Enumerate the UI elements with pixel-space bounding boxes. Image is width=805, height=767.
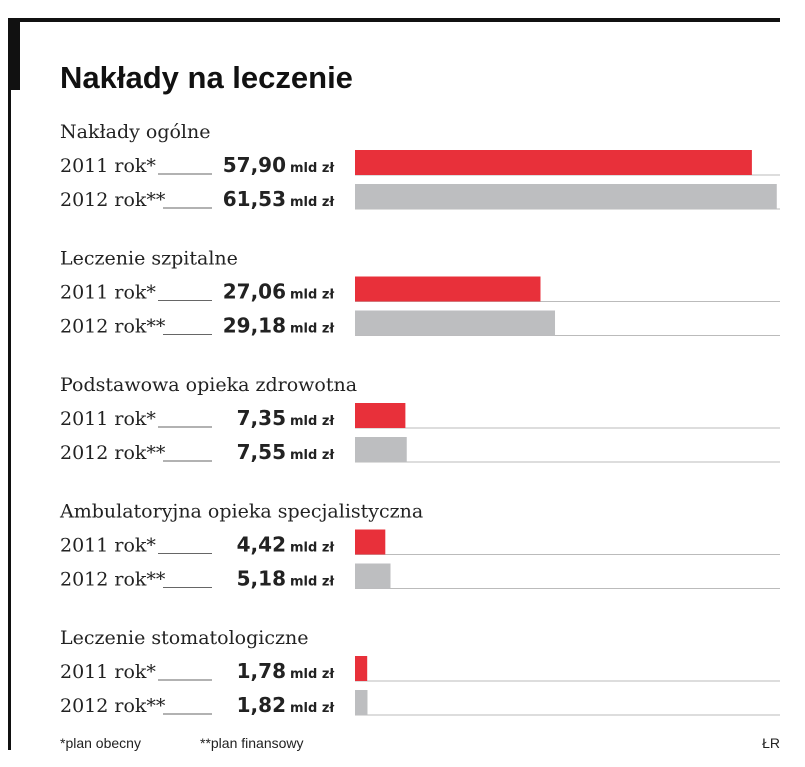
series-label: 2012 rok** <box>60 569 166 591</box>
unit-label: mld zł <box>290 195 335 210</box>
value-label: 29,18 <box>223 314 286 338</box>
series-label: 2012 rok** <box>60 189 166 211</box>
series-label: 2012 rok** <box>60 316 166 338</box>
series-label: 2011 rok* <box>60 408 156 430</box>
value-label: 4,42 <box>237 533 286 557</box>
bar <box>355 563 391 589</box>
bar <box>355 403 406 428</box>
footnote: *plan obecny <box>60 735 141 751</box>
unit-label: mld zł <box>290 541 335 556</box>
bar <box>355 310 556 336</box>
group-label: Ambulatoryjna opieka specjalistyczna <box>59 501 423 523</box>
bar <box>355 529 386 555</box>
bar <box>355 437 407 462</box>
bar <box>355 150 752 175</box>
unit-label: mld zł <box>290 448 335 463</box>
unit-label: mld zł <box>290 322 335 337</box>
group-label: Nakłady ogólne <box>60 121 211 143</box>
source: ŁR <box>762 735 780 751</box>
unit-label: mld zł <box>290 161 335 176</box>
series-label: 2011 rok* <box>60 155 156 177</box>
unit-label: mld zł <box>290 288 335 303</box>
group-label: Leczenie szpitalne <box>60 248 238 270</box>
frame-left <box>8 18 11 750</box>
value-label: 7,55 <box>237 440 286 464</box>
series-label: 2011 rok* <box>60 535 156 557</box>
value-label: 61,53 <box>223 187 286 211</box>
bar <box>355 656 368 681</box>
bar <box>355 184 777 209</box>
value-label: 5,18 <box>237 567 286 591</box>
frame-top <box>8 18 780 22</box>
value-label: 27,06 <box>223 280 286 304</box>
series-label: 2012 rok** <box>60 442 166 464</box>
bar <box>355 690 368 715</box>
bar <box>355 276 541 302</box>
group-label: Podstawowa opieka zdrowotna <box>60 374 357 396</box>
value-label: 1,82 <box>237 693 286 717</box>
series-label: 2011 rok* <box>60 661 156 683</box>
footnote: **plan finansowy <box>200 735 304 751</box>
unit-label: mld zł <box>290 575 335 590</box>
value-label: 1,78 <box>237 659 286 683</box>
value-label: 57,90 <box>223 153 286 177</box>
unit-label: mld zł <box>290 414 335 429</box>
chart-title: Nakłady na leczenie <box>60 60 353 95</box>
series-label: 2011 rok* <box>60 282 156 304</box>
unit-label: mld zł <box>290 701 335 716</box>
value-label: 7,35 <box>237 406 286 430</box>
unit-label: mld zł <box>290 667 335 682</box>
series-label: 2012 rok** <box>60 695 166 717</box>
group-label: Leczenie stomatologiczne <box>60 627 308 649</box>
